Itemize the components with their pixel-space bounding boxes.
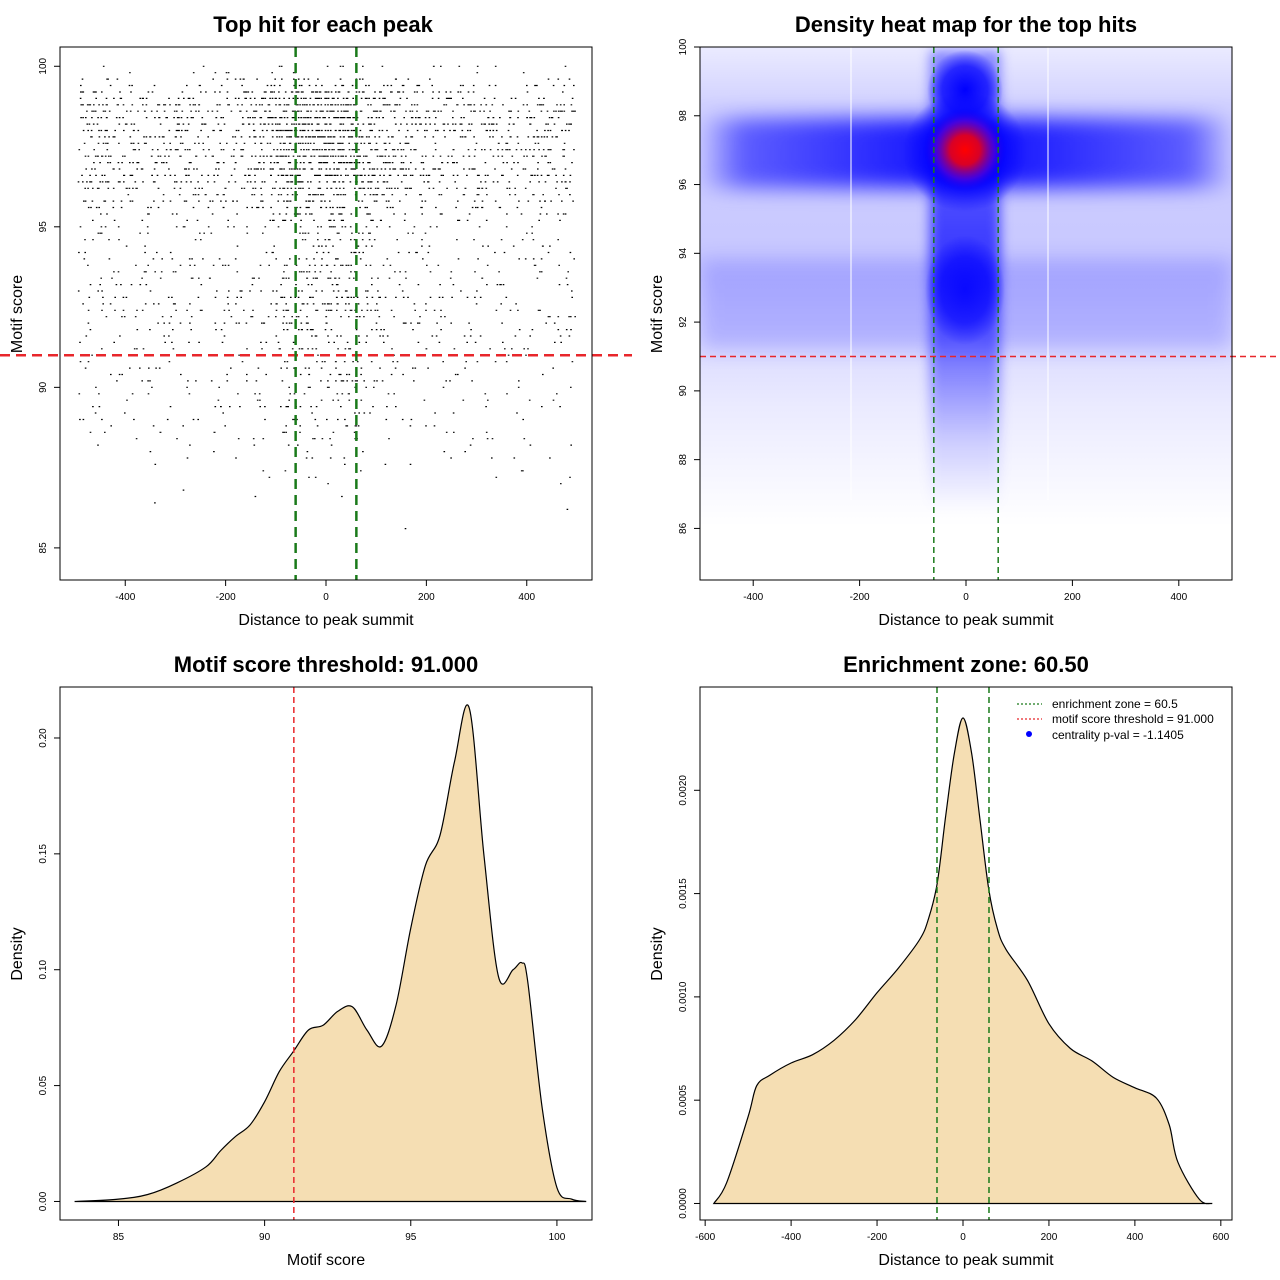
x-tick-label: -400: [743, 592, 763, 603]
distance-density-panel: Enrichment zone: 60.50 -600 -400 -200 0 200 4…: [649, 652, 1233, 1269]
x-tick-label: 85: [113, 1232, 125, 1243]
y-tick-label: 0.00: [38, 1191, 49, 1211]
heatmap-y-axis: 86 88 90 92 94 96 98 100: [678, 38, 700, 534]
heatmap-panel: Density heat map for the top hits -400 -2…: [649, 12, 1280, 629]
x-tick-label: -400: [115, 592, 135, 603]
y-tick-label: 100: [678, 38, 689, 55]
x-tick-label: 0: [963, 592, 969, 603]
score-density-y-axis: 0.00 0.05 0.10 0.15 0.20: [38, 728, 60, 1211]
x-tick-label: 0: [960, 1232, 966, 1243]
y-tick-label: 92: [678, 316, 689, 328]
y-tick-label: 95: [38, 221, 49, 233]
y-tick-label: 96: [678, 179, 689, 191]
scatter-points: [77, 65, 576, 530]
y-tick-label: 98: [678, 110, 689, 122]
x-tick-label: -200: [216, 592, 236, 603]
score-density-plot-frame: [59, 686, 593, 1221]
legend-threshold-label: motif score threshold = 91.000: [1052, 712, 1214, 726]
x-tick-label: -200: [850, 592, 870, 603]
y-tick-label: 0.0015: [678, 878, 689, 909]
x-tick-label: 200: [418, 592, 435, 603]
x-tick-label: 0: [323, 592, 329, 603]
scatter-panel: Top hit for each peak -400 -200 0 200 400 85…: [0, 12, 632, 629]
distance-density-x-label: Distance to peak summit: [878, 1252, 1054, 1269]
score-density-title: Motif score threshold: 91.000: [174, 652, 478, 677]
heatmap-title: Density heat map for the top hits: [795, 12, 1137, 37]
heatmap-x-axis: -400 -200 0 200 400: [743, 580, 1188, 603]
y-tick-label: 88: [678, 454, 689, 466]
scatter-x-axis: -400 -200 0 200 400: [115, 580, 536, 603]
scatter-y-axis: 85 90 95 100: [38, 57, 60, 553]
x-tick-label: 600: [1212, 1232, 1229, 1243]
score-density-x-label: Motif score: [287, 1252, 365, 1269]
y-tick-label: 90: [38, 381, 49, 393]
scatter-x-label: Distance to peak summit: [238, 612, 414, 629]
y-tick-label: 100: [38, 57, 49, 74]
heatmap-density: [700, 47, 1232, 580]
x-tick-label: 95: [405, 1232, 417, 1243]
y-tick-label: 0.0005: [678, 1084, 689, 1115]
score-density-panel: Motif score threshold: 91.000 85 90 95 100 …: [9, 652, 593, 1269]
distance-density-y-label: Density: [649, 927, 666, 980]
y-tick-label: 0.20: [38, 728, 49, 748]
x-tick-label: 400: [518, 592, 535, 603]
heatmap-y-label: Motif score: [649, 275, 666, 353]
heatmap-x-label: Distance to peak summit: [878, 612, 1054, 629]
x-tick-label: -600: [695, 1232, 715, 1243]
legend-zone-label: enrichment zone = 60.5: [1052, 697, 1178, 711]
score-density-area: [74, 704, 587, 1203]
legend-pval-point: [1026, 731, 1032, 737]
score-density-y-label: Density: [9, 927, 26, 980]
y-tick-label: 0.0020: [678, 775, 689, 806]
y-tick-label: 90: [678, 385, 689, 397]
distance-density-x-axis: -600 -400 -200 0 200 400 600: [695, 1220, 1230, 1243]
y-tick-label: 0.0000: [678, 1188, 689, 1219]
x-tick-label: 90: [259, 1232, 271, 1243]
x-tick-label: -200: [867, 1232, 887, 1243]
distance-density-y-axis: 0.0000 0.0005 0.0010 0.0015 0.0020: [678, 775, 700, 1219]
scatter-plot-frame: [59, 46, 593, 581]
legend-pval-label: centrality p-val = -1.1405: [1052, 728, 1184, 742]
y-tick-label: 85: [38, 542, 49, 554]
scatter-point-cloud: [77, 65, 576, 530]
x-tick-label: 400: [1127, 1232, 1144, 1243]
legend: enrichment zone = 60.5 motif score thres…: [1017, 697, 1214, 742]
y-tick-label: 0.15: [38, 844, 49, 864]
distance-density-plot-frame: [699, 686, 1233, 1221]
score-density-x-axis: 85 90 95 100: [113, 1220, 566, 1243]
scatter-y-label: Motif score: [9, 275, 26, 353]
scatter-title: Top hit for each peak: [213, 12, 433, 37]
x-tick-label: -400: [781, 1232, 801, 1243]
x-tick-label: 200: [1041, 1232, 1058, 1243]
x-tick-label: 200: [1064, 592, 1081, 603]
distance-density-area: [712, 717, 1213, 1205]
distance-density-title: Enrichment zone: 60.50: [843, 652, 1089, 677]
y-tick-label: 0.05: [38, 1075, 49, 1095]
y-tick-label: 94: [678, 247, 689, 259]
x-tick-label: 100: [549, 1232, 566, 1243]
x-tick-label: 400: [1170, 592, 1187, 603]
y-tick-label: 0.0010: [678, 981, 689, 1012]
y-tick-label: 86: [678, 522, 689, 534]
y-tick-label: 0.10: [38, 960, 49, 980]
